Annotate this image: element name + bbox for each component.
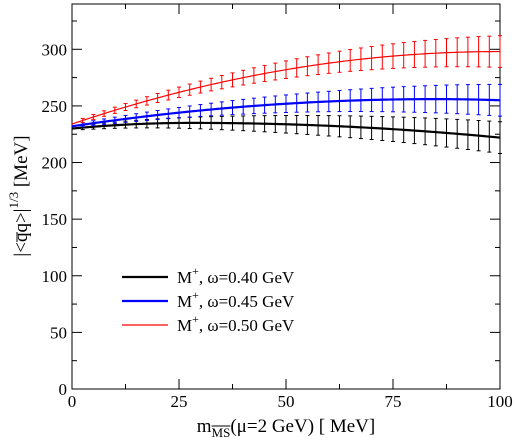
y-axis-label-mid: >|	[11, 209, 32, 224]
legend-label: M+, ω=0.45 GeV	[177, 288, 295, 311]
series-layer	[71, 35, 502, 154]
y-tick-label: 50	[50, 323, 67, 342]
x-tick-label: 100	[487, 392, 513, 411]
x-axis-label: mMS(μ=2 GeV) [ MeV]	[197, 416, 375, 440]
x-tick-label: 25	[171, 392, 188, 411]
series-1	[71, 114, 502, 154]
y-axis-label-suffix: [MeV]	[11, 135, 32, 191]
x-axis-label-sub: MS	[212, 425, 231, 440]
series-3	[71, 35, 502, 125]
y-tick-label: 250	[42, 97, 68, 116]
y-tick-label: 200	[42, 154, 68, 173]
y-tick-label: 100	[42, 267, 68, 286]
legend-label: M+, ω=0.40 GeV	[177, 264, 295, 287]
y-axis-label-q1: q	[11, 232, 32, 242]
tick-labels: 0 25 50 75 100 0 50 100 150 200 250 300	[42, 40, 513, 411]
axis-ticks	[71, 4, 501, 390]
y-tick-label: 300	[42, 40, 68, 59]
y-axis-label-prefix: |<	[11, 242, 32, 257]
legend-item-3: M+, ω=0.50 GeV	[122, 312, 295, 335]
x-tick-label: 0	[68, 392, 77, 411]
legend-item-2: M+, ω=0.45 GeV	[122, 288, 295, 311]
x-axis-label-main: m	[197, 416, 212, 437]
series-line	[71, 121, 501, 139]
x-tick-label: 75	[385, 392, 402, 411]
series-line	[71, 50, 500, 125]
legend-label: M+, ω=0.50 GeV	[177, 312, 295, 335]
y-axis-label: |<qq>|1/3 [MeV]	[6, 135, 32, 256]
y-axis-label-q2: q	[11, 223, 32, 233]
legend-item-1: M+, ω=0.40 GeV	[122, 264, 295, 287]
y-axis-label-sup: 1/3	[6, 192, 21, 209]
series-2	[71, 83, 502, 128]
x-tick-label: 50	[278, 392, 295, 411]
x-axis-label-tail: (μ=2 GeV) [ MeV]	[230, 416, 375, 437]
y-tick-label: 150	[42, 210, 68, 229]
series-line	[71, 98, 501, 128]
y-tick-label: 0	[59, 380, 68, 399]
